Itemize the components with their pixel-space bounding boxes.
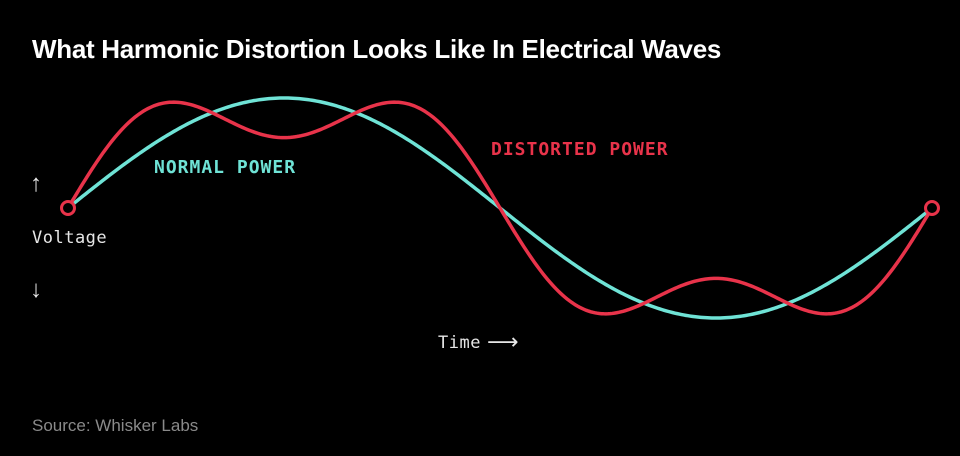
endpoint-markers (60, 200, 940, 216)
series-line-distorted-power (66, 100, 934, 316)
voltage-up-arrow-icon: ↑ (30, 170, 42, 197)
x-axis-label-group: Time ⟶ (438, 330, 519, 355)
source-note: Source: Whisker Labs (32, 416, 199, 435)
end-point-marker (924, 200, 940, 216)
time-arrow-icon: ⟶ (486, 330, 519, 355)
y-axis-label: Voltage (32, 228, 108, 248)
chart-title: What Harmonic Distortion Looks Like In E… (32, 34, 722, 64)
series-label-normal-power: NORMAL POWER (154, 157, 297, 178)
x-axis-label: Time (438, 333, 481, 353)
series-label-distorted-power: DISTORTED POWER (491, 139, 669, 160)
voltage-down-arrow-icon: ↓ (30, 276, 42, 303)
start-point-marker (60, 200, 76, 216)
